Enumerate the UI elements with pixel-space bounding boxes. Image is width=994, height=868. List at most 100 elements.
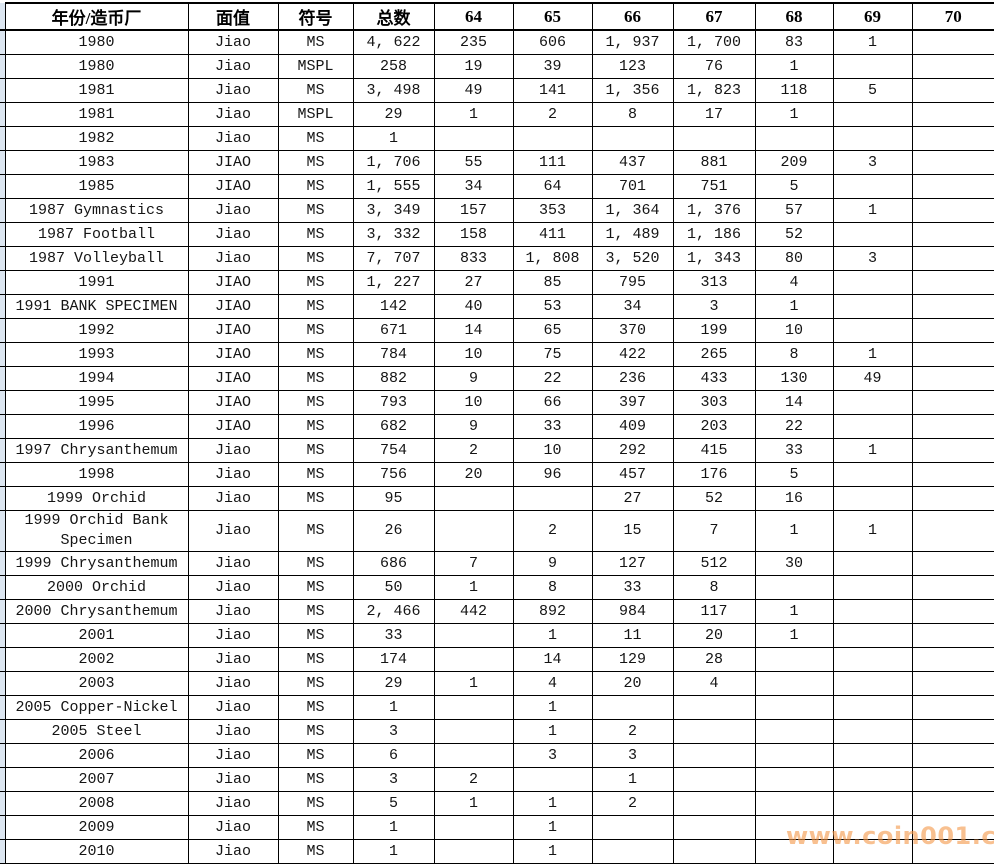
cell-g66: 127: [591, 551, 674, 576]
row-name-cell: 1991 BANK SPECIMEN: [4, 294, 189, 319]
cell-g64: 20: [433, 462, 514, 487]
row-name-cell: 2008: [4, 791, 189, 816]
cell-g68: 1: [754, 510, 834, 552]
cell-g67: 1, 376: [672, 198, 756, 223]
table-row: 1980 Jiao MS 4, 622 235 606 1, 937 1, 700 83 1: [0, 29, 994, 55]
cell-g66: 27: [591, 486, 674, 511]
cell-g67: 1, 700: [672, 29, 756, 55]
cell-symbol: MS: [277, 318, 354, 343]
cell-g64: [433, 743, 514, 768]
table-row: 1987 Volleyball Jiao MS 7, 707 833 1, 808 3, 5…: [0, 246, 994, 271]
cell-g67: [672, 695, 756, 720]
cell-g68: [754, 126, 834, 151]
cell-denom: Jiao: [187, 198, 279, 223]
cell-symbol: MS: [277, 366, 354, 391]
cell-g70: [911, 246, 994, 271]
cell-symbol: MS: [277, 486, 354, 511]
cell-g68: 1: [754, 599, 834, 624]
cell-g67: 8: [672, 575, 756, 600]
cell-g70: [911, 78, 994, 103]
cell-g67: 1, 823: [672, 78, 756, 103]
table-row: 2002 Jiao MS 174 14 129 28: [0, 647, 994, 672]
cell-g64: 10: [433, 390, 514, 415]
cell-g68: 80: [754, 246, 834, 271]
cell-g66: 437: [591, 150, 674, 175]
cell-g69: 3: [832, 246, 913, 271]
column-header-g65: 65: [512, 2, 593, 31]
cell-g67: [672, 839, 756, 864]
cell-g65: 4: [512, 671, 593, 696]
cell-g66: [591, 695, 674, 720]
column-header-total: 总数: [352, 2, 435, 31]
cell-g65: 66: [512, 390, 593, 415]
cell-g64: 49: [433, 78, 514, 103]
cell-total: 754: [352, 438, 435, 463]
row-name-cell: 2001: [4, 623, 189, 648]
cell-g67: 17: [672, 102, 756, 127]
cell-g66: [591, 839, 674, 864]
cell-total: 1: [352, 839, 435, 864]
cell-g68: 1: [754, 294, 834, 319]
cell-g69: [832, 318, 913, 343]
cell-g67: [672, 791, 756, 816]
cell-g66: 370: [591, 318, 674, 343]
table-row: 1999 Orchid Jiao MS 95 27 52 16: [0, 486, 994, 511]
cell-total: 29: [352, 102, 435, 127]
cell-denom: Jiao: [187, 486, 279, 511]
cell-total: 5: [352, 791, 435, 816]
cell-g66: 1, 356: [591, 78, 674, 103]
cell-denom: Jiao: [187, 815, 279, 840]
cell-g66: 2: [591, 719, 674, 744]
cell-g66: 33: [591, 575, 674, 600]
cell-total: 1: [352, 695, 435, 720]
cell-g66: 236: [591, 366, 674, 391]
cell-g65: 141: [512, 78, 593, 103]
cell-denom: JIAO: [187, 150, 279, 175]
cell-total: 1, 706: [352, 150, 435, 175]
cell-g68: 1: [754, 102, 834, 127]
column-header-g64: 64: [433, 2, 514, 31]
cell-g69: [832, 390, 913, 415]
cell-g66: 3: [591, 743, 674, 768]
cell-g70: [911, 743, 994, 768]
cell-g65: 85: [512, 270, 593, 295]
cell-total: 1, 227: [352, 270, 435, 295]
cell-denom: Jiao: [187, 438, 279, 463]
cell-denom: Jiao: [187, 839, 279, 864]
cell-g68: 5: [754, 174, 834, 199]
table-row: 2006 Jiao MS 6 3 3: [0, 743, 994, 768]
cell-symbol: MS: [277, 414, 354, 439]
cell-g64: 9: [433, 414, 514, 439]
cell-symbol: MS: [277, 510, 354, 552]
cell-g70: [911, 222, 994, 247]
cell-total: 50: [352, 575, 435, 600]
cell-g69: [832, 767, 913, 792]
cell-g68: 52: [754, 222, 834, 247]
cell-g64: [433, 647, 514, 672]
cell-g64: 14: [433, 318, 514, 343]
row-name-cell: 2000 Chrysanthemum: [4, 599, 189, 624]
cell-total: 3, 349: [352, 198, 435, 223]
cell-g67: 176: [672, 462, 756, 487]
table-row: 1985 JIAO MS 1, 555 34 64 701 751 5: [0, 174, 994, 199]
cell-g64: [433, 839, 514, 864]
cell-symbol: MS: [277, 839, 354, 864]
cell-g68: 16: [754, 486, 834, 511]
table-row: 1987 Gymnastics Jiao MS 3, 349 157 353 1, 364 1…: [0, 198, 994, 223]
cell-g70: [911, 390, 994, 415]
cell-g69: 1: [832, 438, 913, 463]
cell-g70: [911, 767, 994, 792]
cell-g65: 411: [512, 222, 593, 247]
cell-symbol: MS: [277, 294, 354, 319]
cell-total: 95: [352, 486, 435, 511]
cell-g70: [911, 270, 994, 295]
cell-symbol: MS: [277, 270, 354, 295]
cell-g70: [911, 719, 994, 744]
cell-g68: 4: [754, 270, 834, 295]
cell-denom: Jiao: [187, 462, 279, 487]
cell-denom: Jiao: [187, 791, 279, 816]
cell-g65: [512, 126, 593, 151]
cell-g64: [433, 510, 514, 552]
table-row: 2005 Steel Jiao MS 3 1 2: [0, 719, 994, 744]
cell-g70: [911, 414, 994, 439]
